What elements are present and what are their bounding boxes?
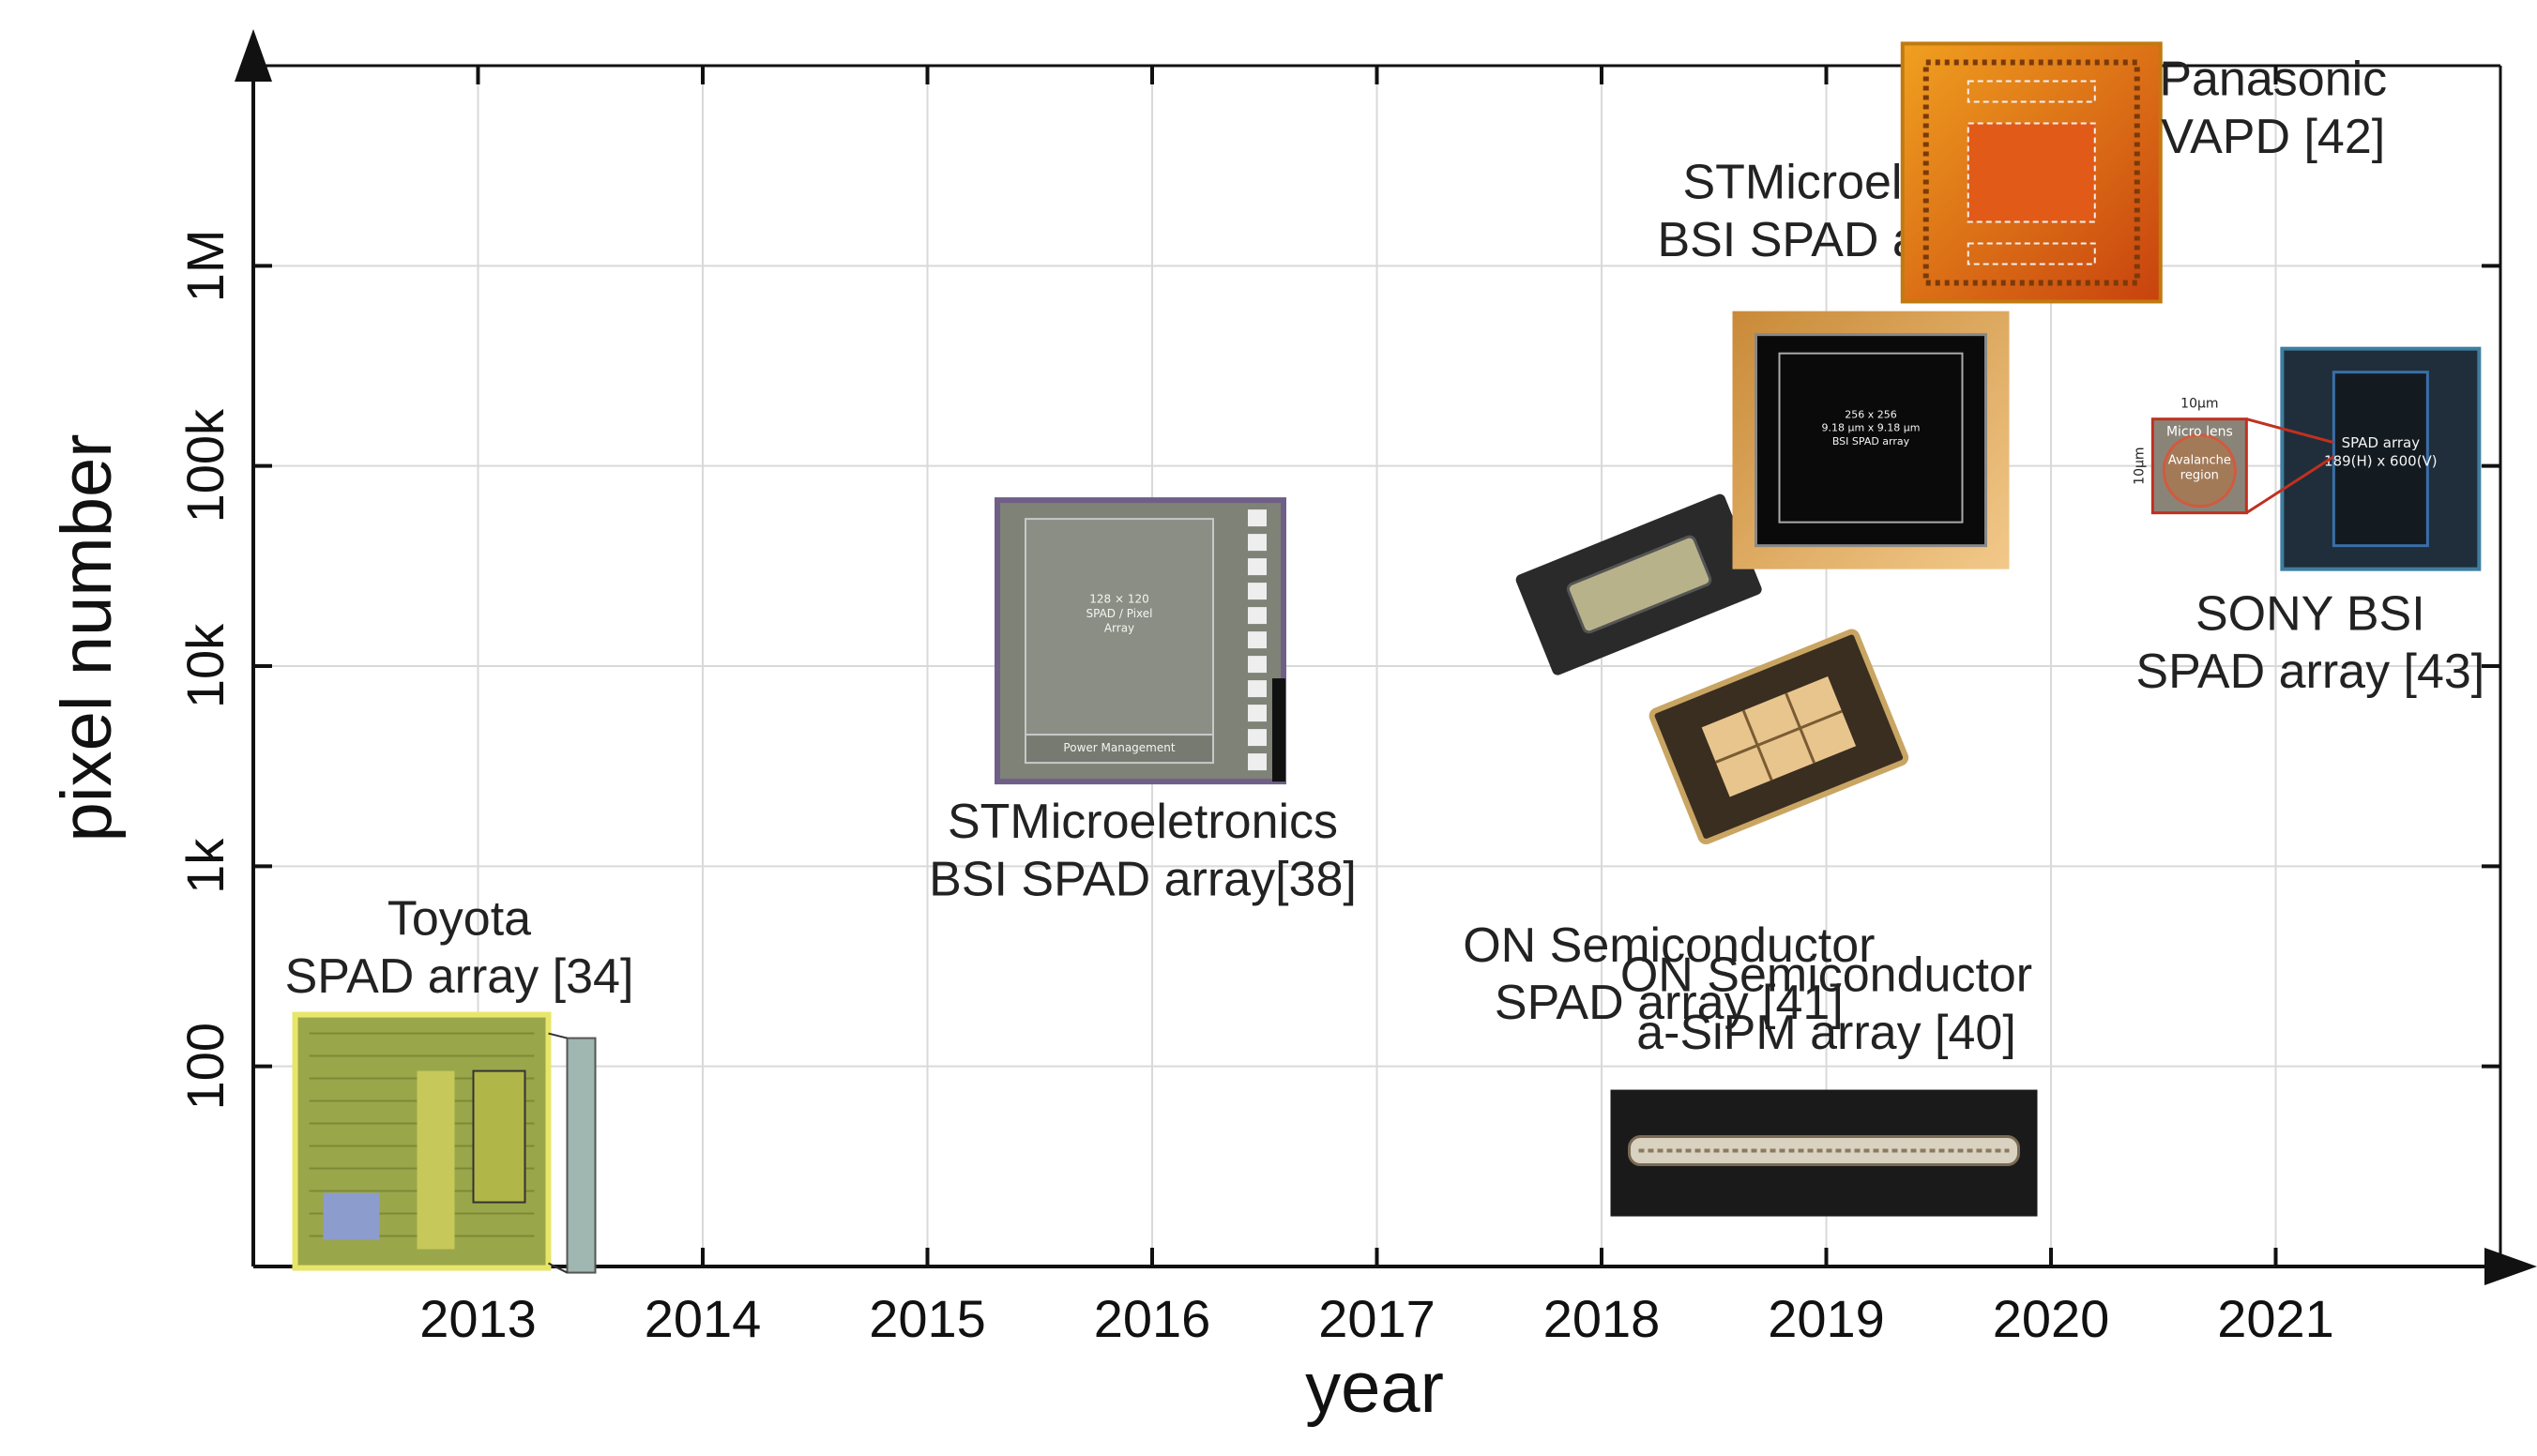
chip-pad bbox=[1248, 753, 1267, 771]
point-label: ON Semiconductor bbox=[1620, 948, 2032, 1003]
x-axis-title: year bbox=[1305, 1348, 1444, 1428]
micro-lens bbox=[2162, 433, 2237, 508]
inset-scale-label: 10µm bbox=[2132, 447, 2147, 484]
chip-text: 256 x 256 bbox=[1845, 408, 1897, 420]
chip-inset bbox=[566, 1037, 597, 1274]
y-tick-label: 100 bbox=[175, 1023, 235, 1110]
chip-pad bbox=[1248, 705, 1267, 722]
chip-pad bbox=[1248, 656, 1267, 674]
chip-pad bbox=[1248, 729, 1267, 747]
y-tick-label: 100k bbox=[175, 408, 235, 523]
x-tick-label: 2021 bbox=[2217, 1289, 2334, 1348]
point-label: SPAD array [41] bbox=[1495, 976, 1844, 1030]
x-tick-label: 2018 bbox=[1543, 1289, 1661, 1348]
linear-array bbox=[1628, 1135, 2020, 1167]
point-label: SPAD array [43] bbox=[2135, 645, 2484, 699]
chip-text: SPAD / Pixel bbox=[1086, 607, 1153, 620]
chip-block bbox=[472, 1069, 526, 1204]
package-photo-1 bbox=[1515, 493, 1762, 675]
inset-line bbox=[548, 1032, 568, 1039]
sensor-grid-line bbox=[1741, 709, 1773, 781]
chip-block bbox=[1967, 80, 2096, 103]
y-tick-label: 1M bbox=[175, 229, 235, 302]
point-label: Toyota bbox=[387, 892, 531, 947]
x-tick-label: 2014 bbox=[645, 1289, 762, 1348]
chip-text: SPAD array bbox=[2342, 434, 2421, 451]
point-label: a-SiPM array [40] bbox=[1636, 1006, 2016, 1060]
inset-scale-label: 10µm bbox=[2180, 397, 2218, 412]
inset-text: Avalanche bbox=[2168, 454, 2231, 468]
chip-text: 128 × 120 bbox=[1089, 593, 1149, 606]
chip-array bbox=[2332, 371, 2429, 548]
chip-pad-ring bbox=[1922, 59, 2140, 286]
x-tick-label: 2013 bbox=[419, 1289, 537, 1348]
chip-pad bbox=[1248, 607, 1267, 625]
chip-text: Array bbox=[1104, 622, 1134, 635]
point-label: ON Semiconductor bbox=[1463, 918, 1875, 973]
y-axis-title: pixel number bbox=[47, 433, 127, 842]
inset-line bbox=[2245, 455, 2335, 514]
chip-block bbox=[417, 1070, 455, 1250]
point-label: STMicroeletronics bbox=[948, 795, 1338, 849]
chip-text: 189(H) x 600(V) bbox=[2324, 452, 2438, 469]
x-tick-label: 2019 bbox=[1768, 1289, 1885, 1348]
chip-pad bbox=[1248, 583, 1267, 600]
x-ticks: 2013 2014 2015 2016 2017 2018 2019 2020 2021 bbox=[419, 66, 2334, 1348]
sensor-grid-line bbox=[1715, 709, 1843, 764]
y-ticks: 100 1k 10k 100k 1M bbox=[175, 229, 2500, 1110]
chip-block bbox=[1025, 734, 1214, 765]
chip-image bbox=[1755, 333, 1987, 548]
inset-line bbox=[548, 1262, 568, 1274]
package-photo-2 bbox=[1648, 629, 1909, 845]
chip-array bbox=[1778, 352, 1964, 523]
inset-text: region bbox=[2180, 469, 2219, 483]
chip-block bbox=[1272, 678, 1285, 782]
point-label: SPAD array [34] bbox=[285, 949, 634, 1004]
point-label: BSI SPAD array[38] bbox=[929, 852, 1357, 906]
chip-array bbox=[1025, 518, 1214, 736]
chip-block bbox=[323, 1192, 380, 1240]
chip-text: BSI SPAD array bbox=[1832, 435, 1910, 447]
x-tick-label: 2015 bbox=[869, 1289, 986, 1348]
point-label: SONY BSI bbox=[2195, 587, 2425, 642]
y-tick-label: 1k bbox=[175, 838, 235, 894]
x-tick-label: 2020 bbox=[1993, 1289, 2110, 1348]
inset-text: Micro lens bbox=[2166, 425, 2233, 440]
package-sensor bbox=[1566, 535, 1712, 634]
chip-pad bbox=[1248, 631, 1267, 649]
point-label: Panasonic bbox=[2159, 52, 2387, 106]
x-tick-label: 2017 bbox=[1318, 1289, 1436, 1348]
chip-pad bbox=[1248, 509, 1267, 527]
chip-array bbox=[1967, 122, 2096, 223]
chip-pad bbox=[1248, 558, 1267, 576]
inset-line bbox=[2245, 417, 2334, 445]
chip-pad bbox=[1248, 680, 1267, 698]
chip-text: 9.18 µm x 9.18 µm bbox=[1822, 422, 1921, 434]
y-tick-label: 10k bbox=[175, 623, 235, 708]
sensor-grid-line bbox=[1785, 692, 1815, 764]
chip-block bbox=[1967, 242, 2096, 265]
chip-pad bbox=[1248, 534, 1267, 552]
x-tick-label: 2016 bbox=[1094, 1289, 1211, 1348]
point-label: VAPD [42] bbox=[2161, 110, 2385, 164]
chip-text: Power Management bbox=[1063, 741, 1175, 754]
